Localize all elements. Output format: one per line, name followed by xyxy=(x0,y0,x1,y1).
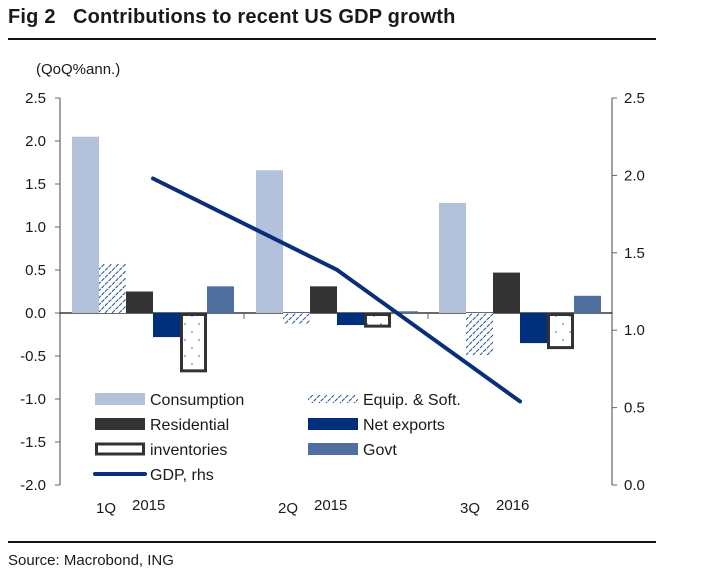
legend-label-inventories: inventories xyxy=(150,442,227,459)
left-axis-tick-label: -0.5 xyxy=(20,348,46,365)
left-axis-tick-label: 2.5 xyxy=(25,90,46,107)
legend-swatch-govt xyxy=(308,443,358,455)
axes: 2.5 2.0 1.5 1.0 0.5 0.0 -0.5 -1.0 -1.5 -2.0 2.5 2.0… xyxy=(20,90,645,494)
bar-govt xyxy=(207,286,234,313)
left-axis-tick-label: 0.0 xyxy=(25,305,46,322)
right-axis-tick-label: 0.0 xyxy=(624,477,645,494)
bar-inventories xyxy=(547,313,574,350)
x-axis-label-year: 2016 xyxy=(496,497,529,514)
chart: 2.5 2.0 1.5 1.0 0.5 0.0 -0.5 -1.0 -1.5 -2.0 2.5 2.0… xyxy=(20,90,645,517)
bar-equip-soft xyxy=(99,263,126,313)
bar-net-exports xyxy=(337,313,364,326)
legend: Consumption Equip. & Soft. Residential Net … xyxy=(93,392,461,484)
bar-inventories xyxy=(364,313,391,328)
right-axis-tick-label: 2.5 xyxy=(624,90,645,107)
legend-swatch-residential xyxy=(95,418,145,430)
bar-equip-soft xyxy=(283,313,310,325)
left-axis-tick-label: -1.5 xyxy=(20,434,46,451)
bar-govt xyxy=(574,295,601,313)
bar-residential xyxy=(126,291,153,313)
title-rule xyxy=(8,38,656,40)
bar-net-exports xyxy=(520,313,547,344)
legend-label-residential: Residential xyxy=(150,417,229,434)
left-axis-tick-label: 0.5 xyxy=(25,262,46,279)
x-axis-label-quarter: 2Q xyxy=(278,500,298,517)
bar-inventories xyxy=(180,313,207,373)
right-axis-tick-label: 2.0 xyxy=(624,167,645,184)
x-axis-label-quarter: 1Q xyxy=(96,500,116,517)
left-axis-tick-label: -2.0 xyxy=(20,477,46,494)
bar-equip-soft xyxy=(466,313,493,356)
legend-swatch-equip-soft xyxy=(308,395,358,403)
legend-label-equip-soft: Equip. & Soft. xyxy=(363,392,461,409)
legend-swatch-consumption xyxy=(95,393,145,405)
footer-rule xyxy=(8,541,656,543)
x-axis-label-quarter: 3Q xyxy=(460,500,480,517)
bar-govt xyxy=(391,311,418,313)
right-axis-tick-label: 0.5 xyxy=(624,400,645,417)
bar-residential xyxy=(493,272,520,313)
x-axis-label-year: 2015 xyxy=(314,497,347,514)
figure-title: Fig 2 Contributions to recent US GDP gro… xyxy=(8,6,456,28)
bar-net-exports xyxy=(153,313,180,338)
x-axis-label-year: 2015 xyxy=(132,497,165,514)
source-note: Source: Macrobond, ING xyxy=(8,552,174,569)
bar-consumption xyxy=(72,136,99,313)
left-axis-tick-label: -1.0 xyxy=(20,391,46,408)
legend-label-govt: Govt xyxy=(363,442,397,459)
bars xyxy=(72,136,601,373)
right-axis-tick-label: 1.0 xyxy=(624,322,645,339)
y-axis-unit-label: (QoQ%ann.) xyxy=(36,61,121,78)
right-axis-tick-label: 1.5 xyxy=(624,245,645,262)
gdp-line xyxy=(151,176,522,404)
legend-swatch-inventories xyxy=(95,442,145,456)
x-axis-labels: 1Q 2015 2Q 2015 3Q 2016 xyxy=(96,497,529,517)
left-axis-tick-label: 1.5 xyxy=(25,176,46,193)
legend-swatch-net-exports xyxy=(308,418,358,430)
left-axis-tick-label: 2.0 xyxy=(25,133,46,150)
legend-label-net-exports: Net exports xyxy=(363,417,445,434)
gdp-line-layer xyxy=(151,176,522,404)
legend-label-gdp-rhs: GDP, rhs xyxy=(150,467,214,484)
bar-residential xyxy=(310,286,337,313)
legend-label-consumption: Consumption xyxy=(150,392,244,409)
left-axis-tick-label: 1.0 xyxy=(25,219,46,236)
bar-consumption xyxy=(439,202,466,313)
